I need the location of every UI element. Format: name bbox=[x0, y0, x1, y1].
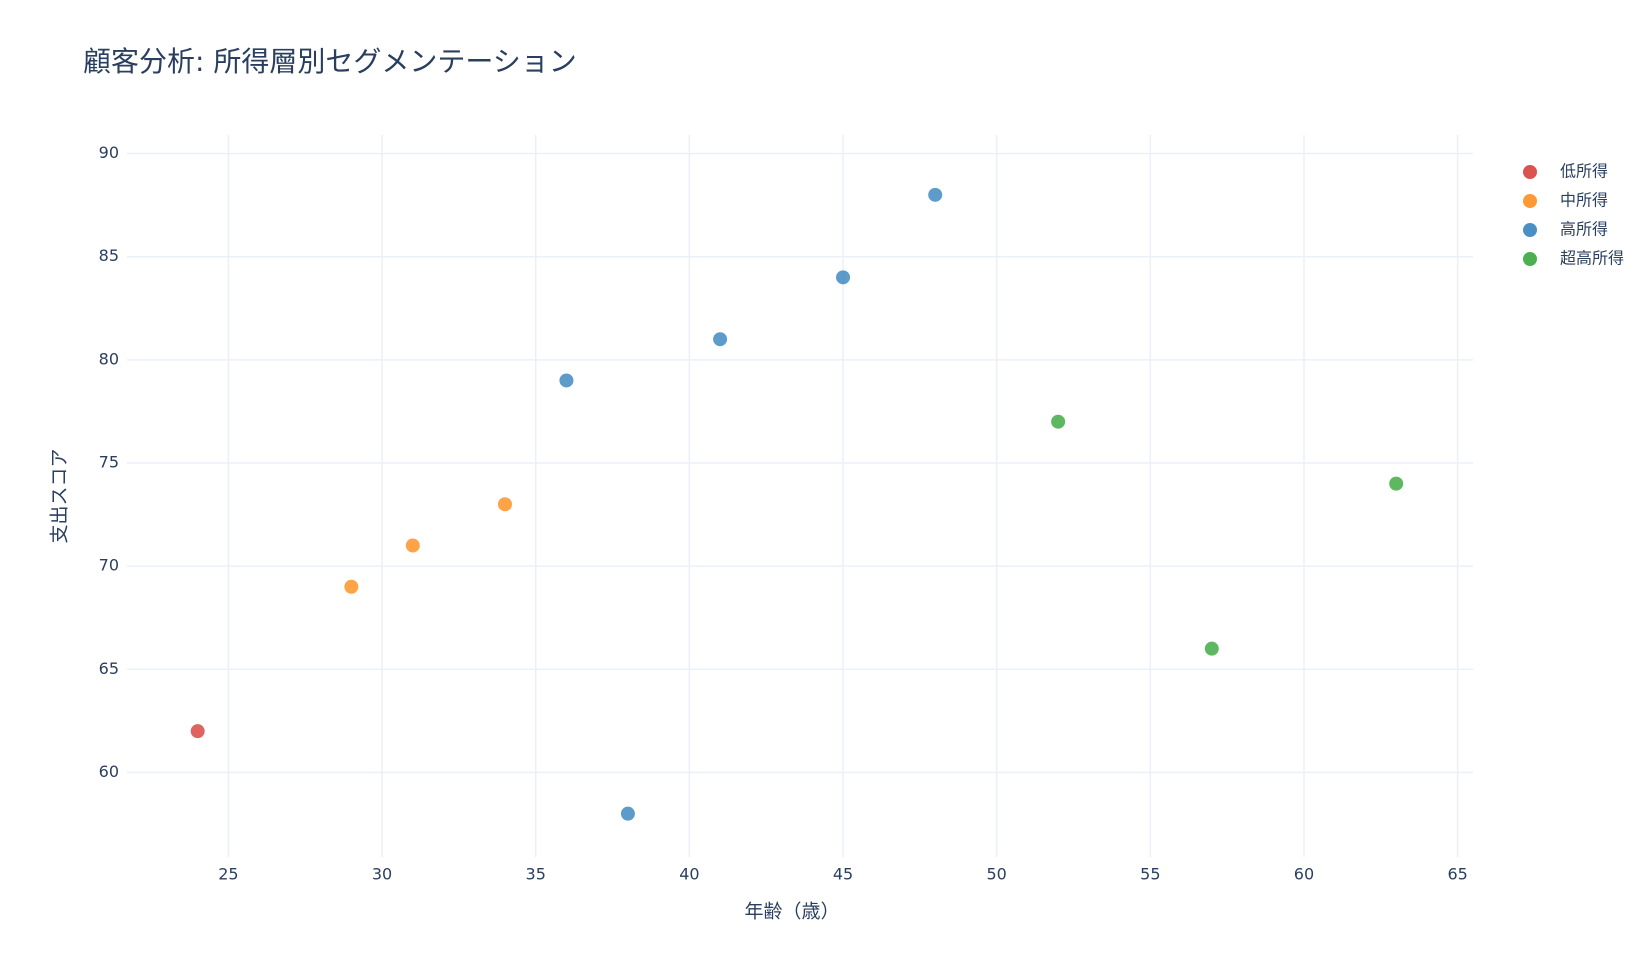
x-tick-label: 65 bbox=[1447, 865, 1467, 884]
legend-marker bbox=[1523, 194, 1537, 208]
x-tick-label: 30 bbox=[372, 865, 392, 884]
y-tick-label: 60 bbox=[99, 762, 119, 781]
point bbox=[344, 579, 359, 594]
y-tick-label: 90 bbox=[99, 143, 119, 162]
legend-label: 低所得 bbox=[1560, 162, 1608, 181]
point bbox=[928, 187, 943, 202]
x-axis-title: 年齢（歳） bbox=[744, 901, 839, 923]
point bbox=[1204, 641, 1219, 656]
point bbox=[1051, 414, 1066, 429]
point bbox=[713, 332, 728, 347]
y-tick-label: 80 bbox=[99, 349, 119, 368]
point bbox=[405, 538, 420, 553]
point bbox=[836, 270, 851, 285]
legend-marker bbox=[1523, 223, 1537, 237]
legend-label: 中所得 bbox=[1560, 191, 1608, 210]
legend-label: 高所得 bbox=[1560, 220, 1608, 239]
x-tick-label: 45 bbox=[833, 865, 853, 884]
x-tick-label: 40 bbox=[679, 865, 699, 884]
point bbox=[497, 497, 512, 512]
point bbox=[620, 806, 635, 821]
legend-marker bbox=[1523, 165, 1537, 179]
x-tick-label: 25 bbox=[218, 865, 238, 884]
y-tick-label: 85 bbox=[99, 246, 119, 265]
legend-label: 超高所得 bbox=[1560, 249, 1624, 268]
x-tick-label: 55 bbox=[1140, 865, 1160, 884]
point bbox=[559, 373, 574, 388]
x-tick-label: 35 bbox=[526, 865, 546, 884]
point bbox=[1389, 476, 1404, 491]
chart-title: 顧客分析: 所得層別セグメンテーション bbox=[83, 45, 577, 78]
x-tick-label: 50 bbox=[986, 865, 1006, 884]
y-tick-label: 75 bbox=[99, 452, 119, 471]
point bbox=[190, 724, 205, 739]
y-tick-label: 70 bbox=[99, 556, 119, 575]
y-tick-label: 65 bbox=[99, 659, 119, 678]
legend-marker bbox=[1523, 252, 1537, 266]
y-axis-title: 支出スコア bbox=[49, 448, 71, 543]
x-tick-label: 60 bbox=[1294, 865, 1314, 884]
